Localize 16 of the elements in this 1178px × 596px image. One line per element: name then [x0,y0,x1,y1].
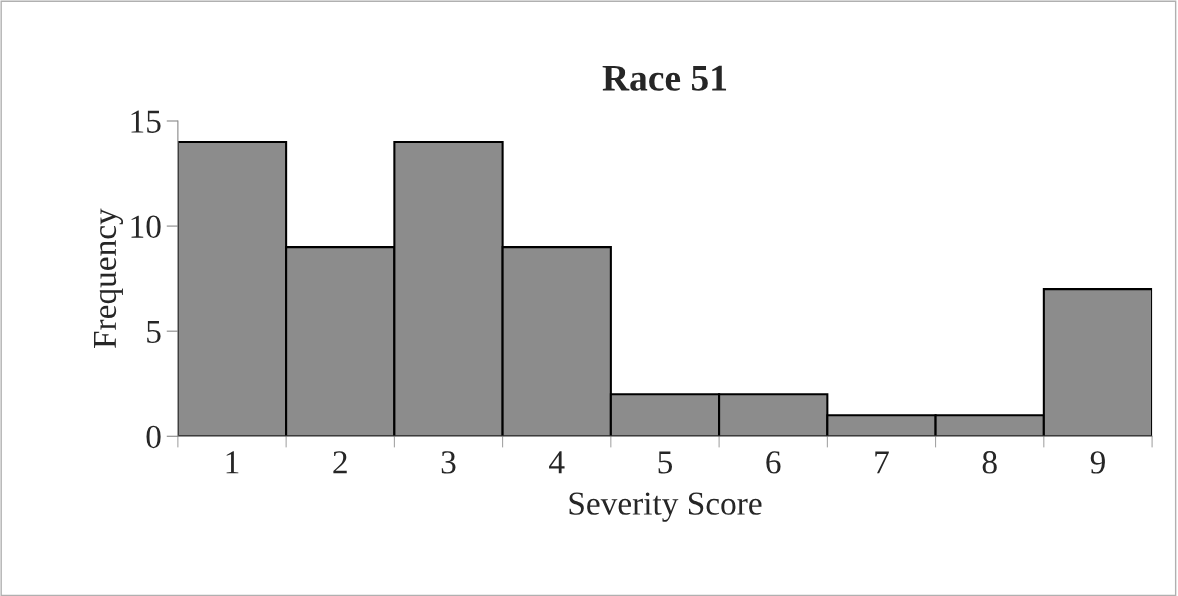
y-tick-label: 15 [131,110,161,133]
y-tick-label: 0 [146,425,161,449]
x-tick-label: 1 [226,451,239,474]
y-axis-title: Frequency [94,208,124,349]
x-tick-label: 5 [658,451,673,474]
x-tick-label: 9 [1090,451,1105,474]
chart-title: Race 51 [602,65,727,91]
x-tick-label: 4 [549,451,565,474]
x-tick-label: 6 [766,451,781,474]
x-tick-label: 8 [982,451,997,474]
x-tick-label: 2 [333,451,347,474]
x-axis-title: Severity Score [569,492,762,522]
y-tick-label: 5 [147,320,161,344]
y-tick-label: 10 [131,215,161,238]
x-tick-label: 3 [441,451,456,474]
x-tick-label: 7 [875,451,889,474]
